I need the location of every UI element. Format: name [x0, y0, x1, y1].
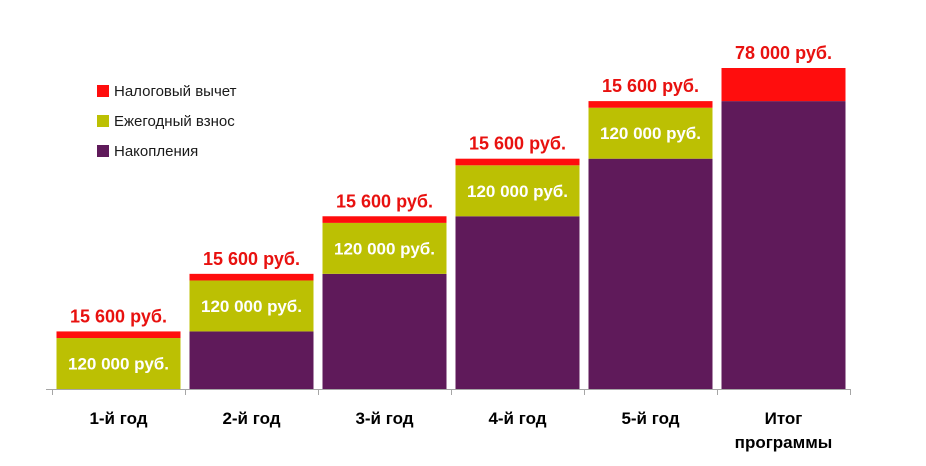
bar-segment-накопления-5	[588, 158, 713, 389]
bar-segment-ежегодный-взнос-2	[189, 280, 314, 332]
bar-segment-налоговый-вычет-1	[56, 331, 181, 339]
bar-segment-накопления-3	[322, 273, 447, 389]
legend-label: Налоговый вычет	[114, 83, 237, 100]
bar-segment-ежегодный-взнос-1	[56, 338, 181, 389]
data-label-contribution: 120 000 руб.	[467, 182, 568, 201]
x-tick-label: 2-й год	[222, 409, 280, 428]
bar-segment-налоговый-вычет-2	[189, 273, 314, 281]
bar-segment-накопления-2	[189, 331, 314, 389]
data-label-contribution: 120 000 руб.	[201, 297, 302, 316]
bar-segment-накопления-6	[721, 101, 846, 389]
data-label-contribution: 120 000 руб.	[334, 239, 435, 258]
bar-segment-налоговый-вычет-5	[588, 101, 713, 108]
bar-segment-ежегодный-взнос-5	[588, 107, 713, 159]
data-label-contribution: 120 000 руб.	[68, 355, 169, 374]
data-label-contribution: 120 000 руб.	[600, 124, 701, 143]
bar-segment-ежегодный-взнос-3	[322, 222, 447, 274]
legend-label: Накопления	[114, 143, 198, 160]
legend-swatch	[97, 115, 109, 127]
legend-swatch	[97, 145, 109, 157]
bar-segment-накопления-4	[455, 216, 580, 389]
legend-label: Ежегодный взнос	[114, 113, 235, 130]
data-label-tax: 15 600 руб.	[469, 134, 566, 154]
data-label-tax: 15 600 руб.	[336, 191, 433, 211]
x-tick-label: Итог программы	[735, 409, 833, 452]
legend: Налоговый вычет Ежегодный взнос Накопления	[97, 83, 237, 160]
x-tick-label: 1-й год	[89, 409, 147, 428]
data-label-tax: 15 600 руб.	[602, 76, 699, 96]
bar-segment-налоговый-вычет-3	[322, 216, 447, 223]
x-tick-label: 3-й год	[355, 409, 413, 428]
bar-segment-налоговый-вычет-4	[455, 158, 580, 166]
legend-swatch	[97, 85, 109, 97]
x-tick-label: 5-й год	[621, 409, 679, 428]
x-tick-label: 4-й год	[488, 409, 546, 428]
bar-segment-налоговый-вычет-6	[721, 68, 846, 102]
bar-segment-ежегодный-взнос-4	[455, 165, 580, 217]
data-label-tax: 15 600 руб.	[203, 249, 300, 269]
data-label-tax: 15 600 руб.	[70, 306, 167, 326]
data-label-tax: 78 000 руб.	[735, 43, 832, 63]
